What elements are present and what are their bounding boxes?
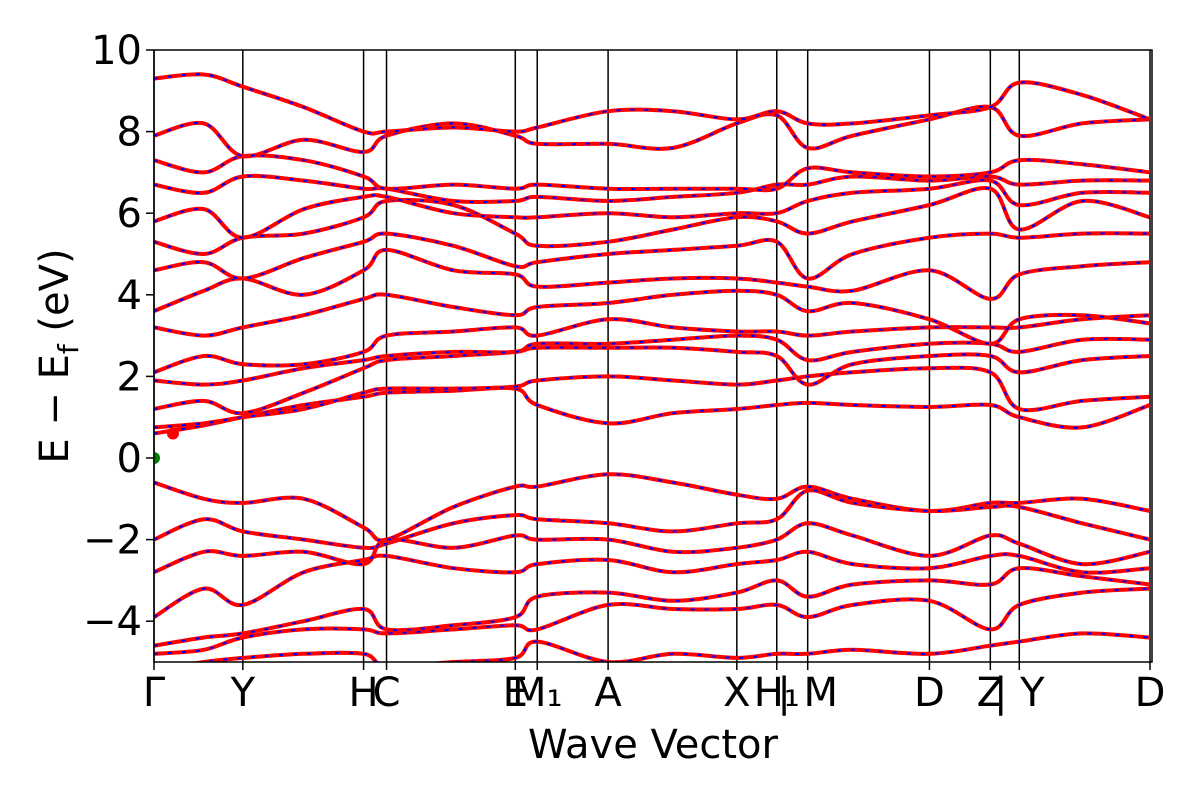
x-tick-label: X	[723, 670, 750, 716]
x-tick-label: Z	[977, 670, 1004, 716]
band-line	[154, 72, 1151, 136]
band-line-overlay	[154, 587, 1151, 655]
extrema-markers	[154, 427, 179, 464]
x-axis-title: Wave Vector	[528, 722, 779, 768]
y-tick-label: −4	[83, 599, 142, 645]
band-line-overlay	[154, 522, 1151, 574]
band-line-overlay	[154, 346, 1151, 415]
x-tick-label: M₁	[512, 670, 563, 716]
y-tick-label: 4	[117, 273, 142, 319]
y-tick-label: 6	[117, 191, 142, 237]
band-line-overlay	[154, 289, 1151, 345]
band-line	[154, 566, 1151, 648]
x-tick-label: C	[373, 670, 401, 716]
band-line-overlay	[154, 232, 1151, 280]
plot-frame	[153, 49, 1153, 663]
band-line	[154, 104, 1151, 159]
band-line-overlay	[154, 366, 1151, 429]
band-line	[154, 186, 1151, 257]
band-line-overlay	[154, 550, 1151, 618]
y-axis-ticks: −4 −2 0 2 4 6 8 10	[83, 28, 154, 645]
extremum-marker	[154, 452, 160, 464]
band-lines	[154, 72, 1151, 662]
band-line	[190, 631, 1151, 662]
y-tick-label: 2	[117, 354, 142, 400]
band-line	[154, 153, 1151, 193]
extremum-marker	[166, 427, 179, 440]
x-tick-label: Γ	[143, 670, 166, 716]
x-tick-label: | M	[777, 670, 838, 716]
x-tick-label: D	[914, 670, 945, 716]
band-line-overlay	[196, 632, 1151, 662]
y-tick-label: 0	[117, 436, 142, 482]
y-tick-label: 10	[91, 28, 142, 74]
plot-area	[153, 49, 1153, 663]
band-line-overlay	[154, 105, 1151, 158]
band-line-overlay	[154, 248, 1151, 313]
y-tick-label: −2	[83, 518, 142, 564]
band-line	[154, 178, 1151, 240]
band-line	[154, 472, 1151, 543]
x-tick-label: | Y	[994, 670, 1045, 716]
x-tick-label: Y	[230, 670, 256, 716]
band-line	[154, 231, 1151, 281]
band-line	[154, 313, 1151, 375]
band-line	[154, 385, 1151, 436]
y-tick-label: 8	[117, 110, 142, 156]
x-tick-label: D	[1135, 670, 1166, 716]
y-axis-title: E − Ef (eV)	[32, 248, 85, 463]
band-line	[154, 288, 1151, 346]
kpoint-lines	[153, 50, 1151, 662]
x-tick-label: E	[503, 670, 528, 716]
band-line-overlay	[154, 174, 1151, 204]
x-tick-label: H₁	[754, 670, 800, 716]
x-tick-label: H	[349, 670, 379, 716]
x-tick-label: A	[594, 670, 622, 716]
band-line-overlay	[154, 73, 1151, 135]
band-line-overlay	[154, 489, 1151, 549]
